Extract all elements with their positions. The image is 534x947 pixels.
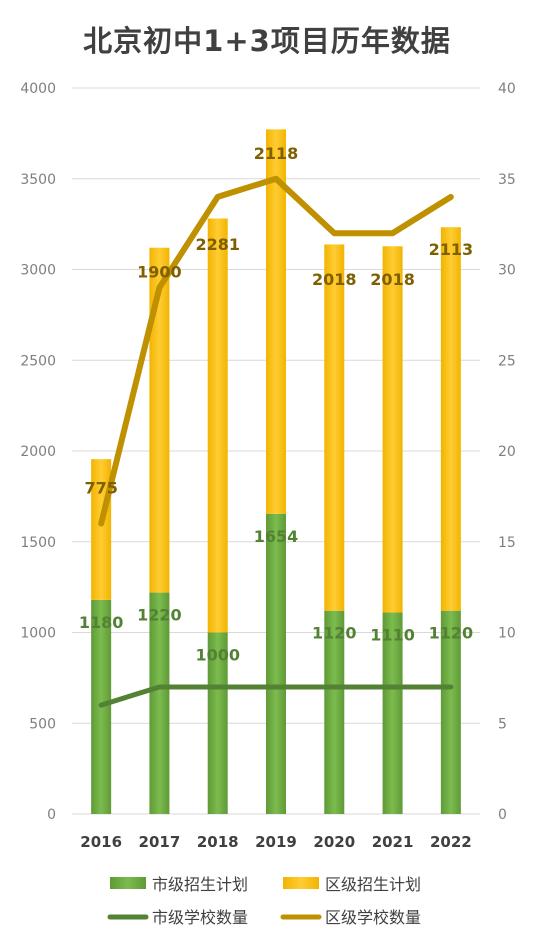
x-tick-label: 2021 — [372, 833, 414, 851]
x-tick-label: 2019 — [255, 833, 297, 851]
y-right-tick-label: 25 — [498, 353, 516, 369]
data-label-district-2017: 1900 — [137, 263, 182, 282]
y-left-tick-label: 3000 — [20, 263, 56, 279]
data-label-district-2020: 2018 — [312, 270, 357, 289]
y-right-tick-label: 5 — [498, 716, 507, 732]
y-right-tick-label: 30 — [498, 263, 516, 279]
x-tick-label: 2022 — [430, 833, 472, 851]
bar-city-2022 — [440, 610, 461, 814]
y-left-tick-label: 2000 — [20, 444, 56, 460]
chart-title: 北京初中1+3项目历年数据 — [83, 24, 451, 58]
x-tick-label: 2017 — [139, 833, 181, 851]
y-right-tick-label: 35 — [498, 172, 516, 188]
legend-district-plan-swatch — [283, 877, 319, 889]
y-left-tick-label: 1500 — [20, 535, 56, 551]
y-right-tick-label: 20 — [498, 444, 516, 460]
legend-city-schools-label: 市级学校数量 — [152, 908, 248, 927]
x-tick-label: 2020 — [313, 833, 355, 851]
y-right-tick-label: 15 — [498, 535, 516, 551]
y-left-tick-label: 0 — [47, 807, 56, 823]
y-left-tick-label: 4000 — [20, 81, 56, 97]
y-left-tick-label: 500 — [29, 716, 56, 732]
y-left-tick-label: 3500 — [20, 172, 56, 188]
data-label-city-2020: 1120 — [312, 624, 357, 643]
bar-district-2021 — [382, 246, 403, 613]
bar-city-2021 — [382, 612, 403, 814]
legend-district-schools-label: 区级学校数量 — [325, 908, 421, 927]
line-city-schools — [98, 684, 454, 708]
data-label-city-2019: 1654 — [254, 527, 299, 546]
legend-city-plan-swatch — [110, 877, 146, 889]
data-label-city-2017: 1220 — [137, 606, 182, 625]
x-tick-label: 2018 — [197, 833, 239, 851]
x-tick-label: 2016 — [80, 833, 122, 851]
y-right-tick-label: 40 — [498, 81, 516, 97]
data-label-district-2022: 2113 — [429, 240, 474, 259]
bar-city-2017 — [149, 592, 170, 814]
bar-district-2017 — [149, 247, 170, 593]
bar-district-2018 — [207, 218, 228, 633]
bar-district-2020 — [324, 244, 345, 611]
y-right-tick-label: 0 — [498, 807, 507, 823]
legend-city-plan-label: 市级招生计划 — [152, 875, 248, 894]
line-district-schools — [98, 175, 454, 527]
data-label-district-2016: 775 — [84, 479, 117, 498]
data-label-city-2021: 1110 — [370, 626, 415, 645]
data-label-district-2019: 2118 — [254, 144, 299, 163]
data-label-city-2018: 1000 — [195, 646, 240, 665]
bar-city-2018 — [207, 632, 228, 814]
y-left-tick-label: 1000 — [20, 626, 56, 642]
y-left-tick-label: 2500 — [20, 353, 56, 369]
data-label-city-2016: 1180 — [79, 613, 124, 632]
y-right-tick-label: 10 — [498, 626, 516, 642]
bar-city-2020 — [324, 610, 345, 814]
data-label-city-2022: 1120 — [429, 624, 474, 643]
bar-district-2022 — [440, 227, 461, 611]
data-label-district-2018: 2281 — [195, 235, 240, 254]
bar-district-2019 — [266, 129, 286, 514]
bar-city-2019 — [266, 513, 286, 814]
legend-district-plan-label: 区级招生计划 — [325, 875, 421, 894]
data-label-district-2021: 2018 — [370, 270, 415, 289]
